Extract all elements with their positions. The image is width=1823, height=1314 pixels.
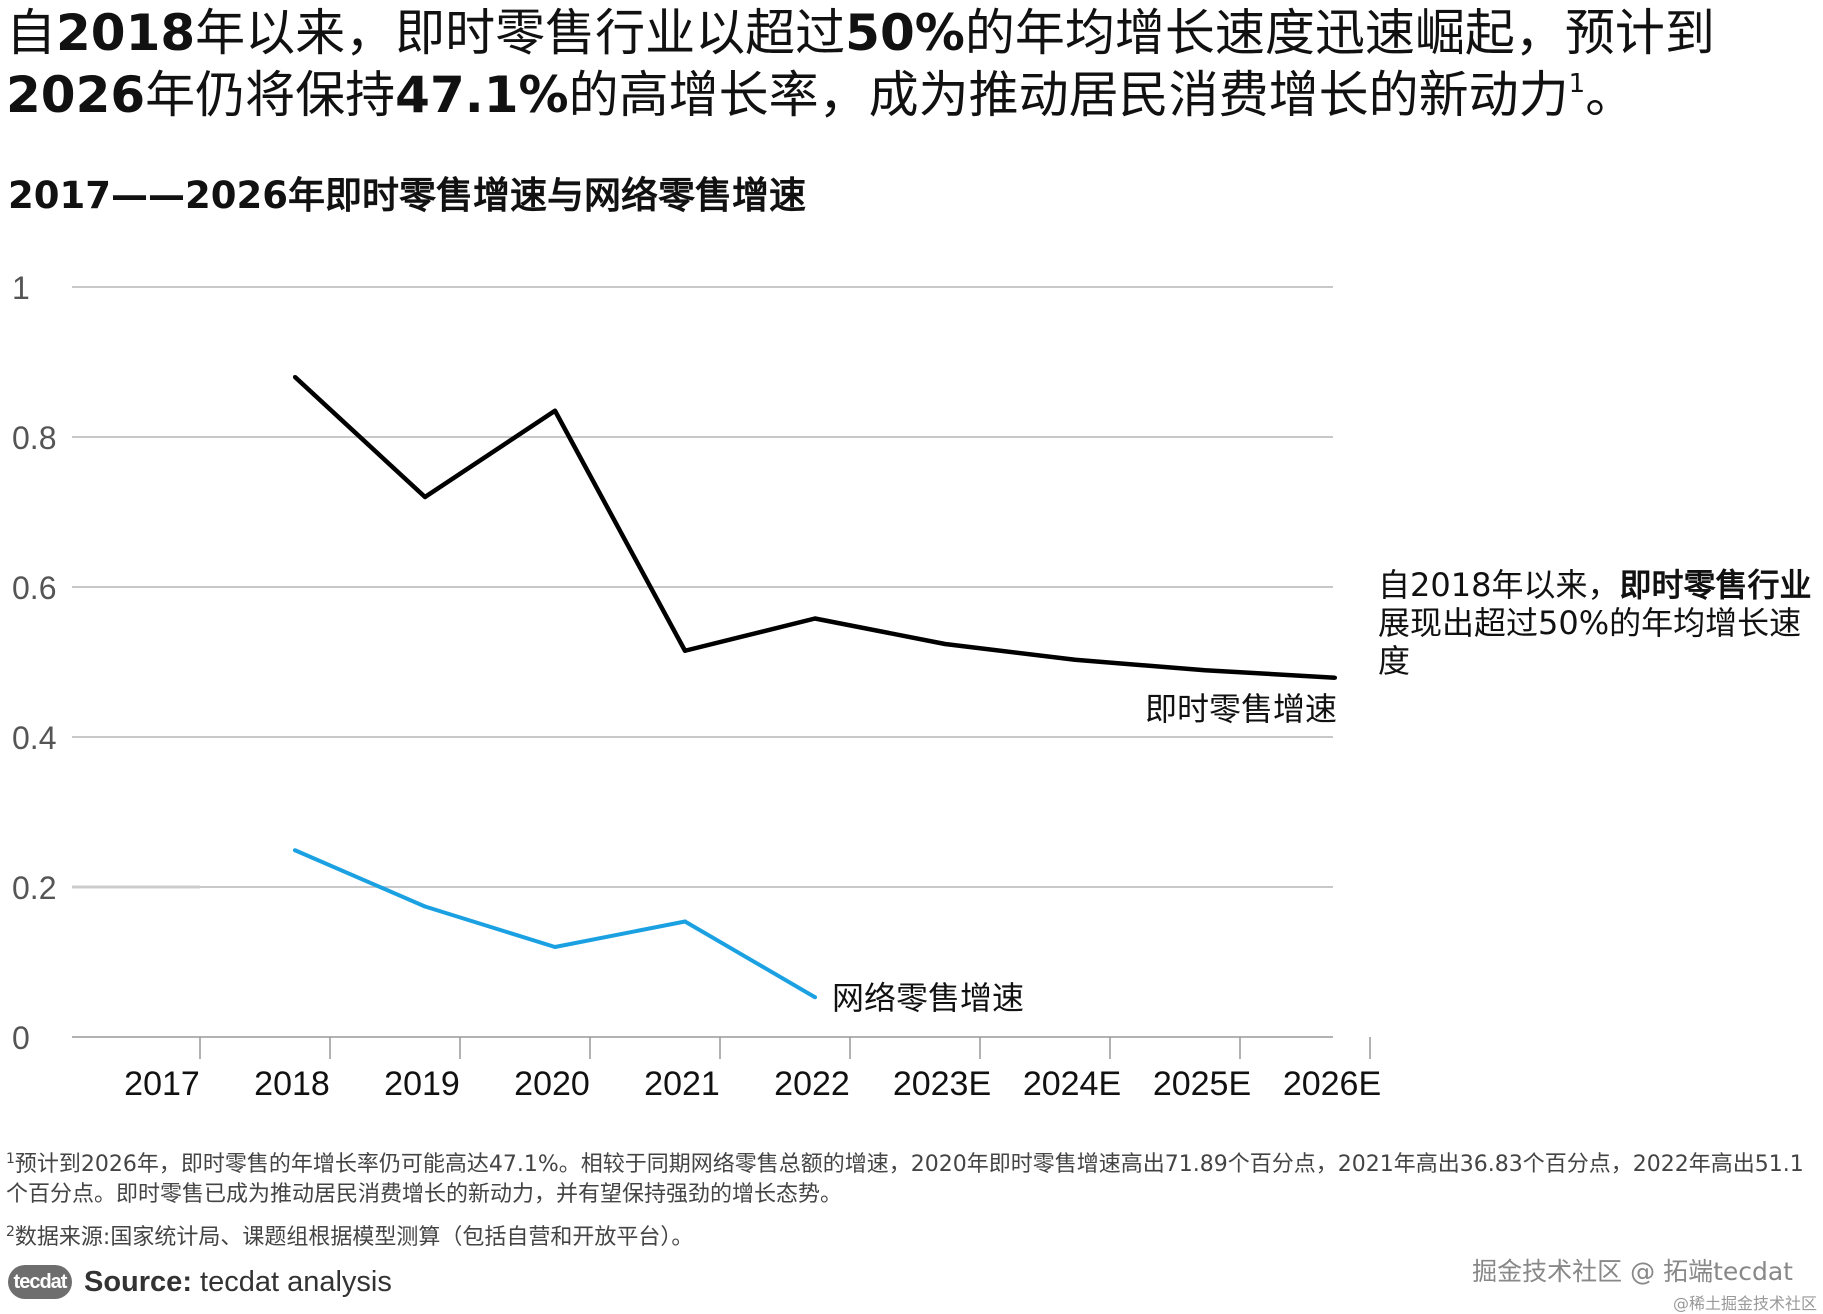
footnote-1: 1预计到2026年，即时零售的年增长率仍可能高达47.1%。相较于同期网络零售总… xyxy=(6,1151,1804,1207)
data-point-online-retail-2022 xyxy=(813,995,817,1000)
x-tick-label-4: 2021 xyxy=(644,1065,720,1103)
x-axis xyxy=(72,1036,1371,1059)
x-tick-label-1: 2018 xyxy=(254,1065,330,1103)
data-point-instant-retail-2018 xyxy=(293,375,297,379)
x-tick-label-6: 2023E xyxy=(893,1065,991,1103)
data-point-online-retail-2018 xyxy=(293,848,297,853)
series-line-instant-retail xyxy=(293,375,1336,680)
headline: 自2018年以来，即时零售行业以超过50%的年均增长速度迅速崛起，预计到 202… xyxy=(6,2,1816,126)
source-text: Source: tecdat analysis xyxy=(84,1265,392,1298)
y-tick-label-0: 0 xyxy=(12,1020,30,1056)
series-lines xyxy=(72,375,1337,1000)
data-point-instant-retail-2025E xyxy=(1203,668,1207,673)
data-point-instant-retail-2026E xyxy=(1333,675,1337,680)
data-point-online-retail-2019 xyxy=(423,904,427,909)
headline-line-2: 2026年仍将保持47.1%的高增长率，成为推动居民消费增长的新动力1。 xyxy=(6,66,1636,124)
data-point-online-retail-2020 xyxy=(553,945,557,949)
grid-lines xyxy=(72,286,1333,888)
x-tick-label-2: 2019 xyxy=(384,1065,460,1103)
callout-annotation: 自2018年以来，即时零售行业展现出超过50%的年均增长速度 xyxy=(1378,566,1812,680)
chart-title: 2017——2026年即时零售增速与网络零售增速 xyxy=(8,174,806,217)
data-point-instant-retail-2023E xyxy=(943,642,947,646)
footnote-2: 2数据来源:国家统计局、课题组根据模型测算（包括自营和开放平台）。 xyxy=(6,1224,694,1250)
x-tick-label-8: 2025E xyxy=(1153,1065,1251,1103)
source-row: tecdat Source: tecdat analysis xyxy=(8,1262,392,1302)
x-tick-label-5: 2022 xyxy=(774,1065,850,1103)
series-label-online-retail: 网络零售增速 xyxy=(832,979,1024,1017)
y-tick-label-4: 0.8 xyxy=(12,420,56,456)
y-tick-label-3: 0.6 xyxy=(12,570,56,606)
data-point-instant-retail-2024E xyxy=(1073,657,1077,662)
line-chart: 0 0.2 0.4 0.6 0.8 1 2017 2018 2019 2020 2021 2022 20… xyxy=(12,270,1381,1103)
x-tick-label-0: 2017 xyxy=(124,1065,200,1103)
data-point-instant-retail-2020 xyxy=(553,408,557,413)
data-point-instant-retail-2022 xyxy=(813,616,817,621)
data-point-online-retail-2021 xyxy=(683,919,687,924)
x-tick-label-9: 2026E xyxy=(1283,1065,1381,1103)
data-point-instant-retail-2021 xyxy=(683,648,687,653)
watermark-small: @稀土掘金技术社区 xyxy=(1672,1294,1817,1313)
x-tick-label-3: 2020 xyxy=(514,1065,590,1103)
x-tick-label-7: 2024E xyxy=(1023,1065,1121,1103)
tick-labels: 0 0.2 0.4 0.6 0.8 1 2017 2018 2019 2020 2021 2022 20… xyxy=(12,270,1381,1103)
series-line-online-retail xyxy=(294,848,817,999)
headline-line-1: 自2018年以来，即时零售行业以超过50%的年均增长速度迅速崛起，预计到 xyxy=(6,4,1715,62)
tecdat-logo: tecdat xyxy=(8,1265,72,1299)
y-tick-label-2: 0.4 xyxy=(12,720,56,756)
series-label-instant-retail: 即时零售增速 xyxy=(1145,690,1337,728)
data-point-instant-retail-2019 xyxy=(423,495,427,499)
y-tick-label-5: 1 xyxy=(12,270,30,306)
watermark: 掘金技术社区 @ 拓端tecdat xyxy=(1472,1257,1793,1286)
y-tick-label-1: 0.2 xyxy=(12,870,56,906)
footnote-ref: 1 xyxy=(1568,69,1586,99)
